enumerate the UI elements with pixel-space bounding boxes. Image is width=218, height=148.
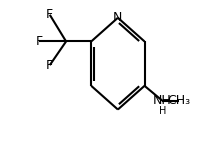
- Text: F: F: [46, 8, 53, 21]
- Text: F: F: [46, 59, 53, 72]
- Text: F: F: [36, 35, 43, 48]
- Text: CH₃: CH₃: [167, 94, 190, 107]
- Text: NH: NH: [153, 94, 172, 107]
- Text: N: N: [113, 11, 123, 24]
- Text: H: H: [158, 106, 166, 116]
